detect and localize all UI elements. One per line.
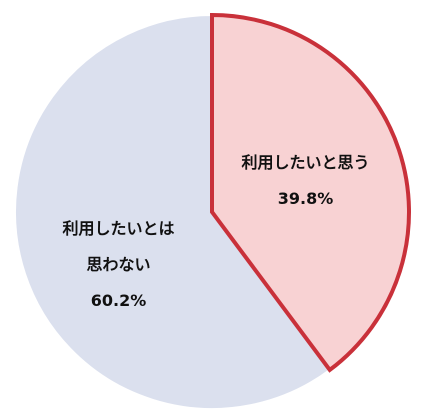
pie-slice — [210, 12, 411, 373]
slice-label: 利用したいと思う 39.8% — [225, 145, 385, 217]
pie-slice — [14, 13, 332, 410]
value-label: 60.2% — [90, 291, 147, 311]
slice-label: 利用したいとは思わない 60.2% — [56, 211, 181, 319]
value-label: 39.8% — [277, 188, 334, 208]
category-label: 利用したいと思う — [241, 152, 370, 172]
category-label: 利用したいとは思わない — [62, 219, 175, 275]
